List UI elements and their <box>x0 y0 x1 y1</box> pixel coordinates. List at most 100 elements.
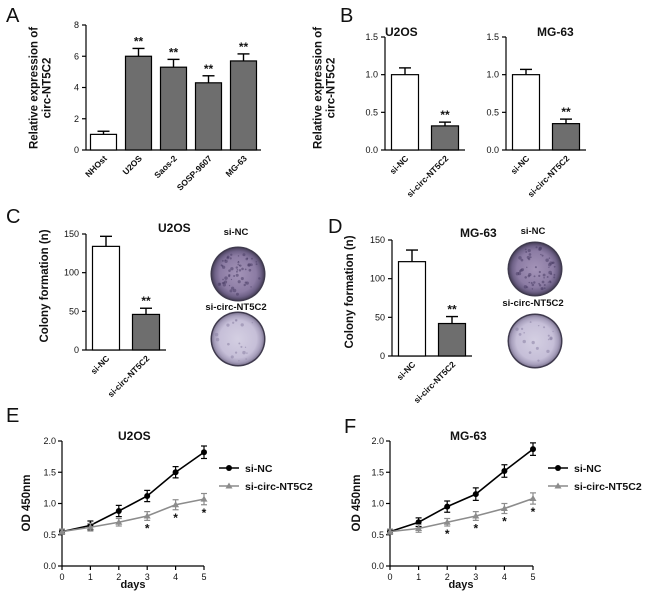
panel-e-x-tick-label: 2 <box>116 572 121 582</box>
panel-c-dish-si-circ-colony <box>240 345 243 348</box>
panel-d-title: MG-63 <box>460 226 497 240</box>
panel-b1-y-tick-label: 1.5 <box>365 32 378 42</box>
panel-c-dish-si-nc-colony <box>220 264 223 267</box>
panel-d-dish-si-nc-colony <box>524 276 527 279</box>
panel-d-dish-si-circ-colony <box>546 349 550 354</box>
panel-f-sig-label: * <box>445 527 450 541</box>
panel-c-dish-si-nc-colony <box>226 255 230 259</box>
panel-c-dish-si-nc-colony <box>240 277 244 281</box>
panel-f-legend-label-2: si-circ-NT5C2 <box>574 481 642 493</box>
panel-d-dish-si-nc-colony <box>548 257 551 260</box>
panel-d-bar-1 <box>397 261 427 357</box>
panel-c-dish-si-nc-colony <box>236 269 239 271</box>
panel-c-dish-si-nc-colony <box>258 277 261 280</box>
panel-d-dish-si-nc-colony <box>526 255 530 260</box>
panel-c-dish-si-circ-colony <box>230 355 234 359</box>
panel-e-x-label: days <box>120 579 145 591</box>
panel-f-series-1-point <box>444 503 451 510</box>
panel-c-dish-si-nc-colony <box>238 269 242 272</box>
panel-d-dish-si-circ-colony <box>523 331 525 334</box>
panel-d-category-label: si-circ-NT5C2 <box>412 359 458 405</box>
panel-f-y-tick-label: 2.0 <box>371 436 384 446</box>
panel-d-dish-si-circ-colony <box>522 339 526 344</box>
panel-d-dish-si-nc-colony <box>531 283 535 287</box>
panel-d-dish-si-nc-colony <box>553 276 556 279</box>
panel-e-letter: E <box>6 405 19 427</box>
panel-d-dish-si-circ-colony <box>518 332 522 336</box>
panel-c-dish-si-nc-colony <box>244 281 247 284</box>
panel-d-dish-si-nc-colony <box>529 256 532 259</box>
panel-d-dish-si-nc-colony <box>549 281 552 284</box>
panel-c-dish-si-nc-colony <box>222 278 224 281</box>
panel-c-dish-si-circ-colony <box>245 358 247 360</box>
panel-d-dish-si-nc-colony <box>541 288 543 290</box>
panel-b1-category-label: si-NC <box>388 153 411 176</box>
panel-f-x-tick-label: 0 <box>387 572 392 582</box>
panel-c-dish-si-circ-colony <box>215 337 220 342</box>
panel-c-dish-si-circ-colony <box>234 351 238 354</box>
panel-f-sig-label: * <box>473 521 478 535</box>
panel-e-x-tick-label: 1 <box>88 572 93 582</box>
panel-c-dish-si-nc-colony <box>237 280 241 284</box>
panel-f-legend-marker-2 <box>554 482 562 489</box>
panel-c-dish-si-nc-colony <box>250 286 252 288</box>
panel-d-dish-si-nc-colony <box>538 284 542 287</box>
panel-d-category-label: si-NC <box>395 359 418 382</box>
panel-e-series-2-point <box>143 512 151 519</box>
panel-b2-category-label: si-circ-NT5C2 <box>526 153 572 199</box>
panel-b1-bar-1 <box>390 74 420 151</box>
panel-d-dish-si-nc-colony <box>538 282 540 285</box>
panel-c-bar-1 <box>91 245 121 351</box>
panel-c-dish-si-nc-colony <box>250 263 253 267</box>
panel-f-series-1-point <box>415 519 422 526</box>
panel-d-dish-si-nc-colony <box>527 249 531 253</box>
panel-c-letter: C <box>6 206 20 228</box>
panel-b1-title: U2OS <box>385 25 418 39</box>
panel-d-dish-si-nc-colony <box>525 250 528 253</box>
panel-d-dish-si-nc-colony <box>526 266 528 269</box>
panel-c-dish-si-nc-colony <box>250 257 253 260</box>
panel-a-category-label: SOSP-9607 <box>175 153 214 192</box>
panel-a-bar-4 <box>194 82 223 151</box>
panel-e-legend-label-1: si-NC <box>245 463 273 475</box>
panel-e-series-1-point <box>172 469 179 476</box>
panel-c-dish-si-nc-colony <box>228 284 231 287</box>
panel-d-dish-si-nc-colony <box>526 286 529 289</box>
panel-d-dish-si-nc-colony <box>548 263 552 267</box>
panel-f-series-1-point <box>530 446 536 453</box>
panel-d-dish-si-nc-colony <box>539 246 542 250</box>
panel-c-dish-si-nc-colony <box>241 267 244 271</box>
panel-c-dish-si-nc-colony <box>233 274 236 278</box>
panel-a-category-label: Saos-2 <box>152 153 179 180</box>
panel-f-sig-label: * <box>531 505 536 519</box>
panel-c-dish-si-nc-colony <box>222 283 226 287</box>
panel-d-dish-si-nc <box>509 243 561 295</box>
panel-d-dish-si-nc-colony <box>541 280 545 284</box>
panel-c-dish-si-circ-colony <box>246 352 248 354</box>
panel-d-dish-si-nc-colony <box>548 266 550 268</box>
panel-d-y-tick-label: 100 <box>370 274 385 284</box>
panel-b2-y-tick-label: 0.0 <box>486 145 499 155</box>
panel-c-dish-si-circ-colony <box>232 321 235 324</box>
panel-d-dish-si-nc-colony <box>538 270 541 274</box>
panel-d-dish-si-nc-colony <box>545 258 549 262</box>
panel-f-x-tick-label: 5 <box>530 572 535 582</box>
panel-d-dish-si-circ-colony <box>531 340 535 345</box>
panel-e-y-label: OD 450nm <box>21 475 33 532</box>
panel-d-dish-si-nc-colony <box>543 276 545 279</box>
panel-a-y-tick-label: 8 <box>74 20 79 30</box>
panel-e-series-2-point <box>200 495 208 502</box>
panel-f-series-2-point <box>472 512 480 519</box>
panel-c-dish-si-nc-colony <box>235 292 239 296</box>
panel-b2-category-label: si-NC <box>509 153 532 176</box>
panel-d-y-tick-label: 0 <box>380 351 385 361</box>
panel-d-dish-si-nc-colony <box>538 274 541 277</box>
panel-e-series-2-point <box>86 523 94 530</box>
panel-c-sig-label: ** <box>141 294 151 308</box>
panel-d-dish-si-circ-colony <box>535 346 539 350</box>
panel-c-dish-si-nc-colony <box>235 273 239 277</box>
panel-f-letter: F <box>344 416 356 438</box>
panel-e-sig-label: * <box>202 506 207 520</box>
panel-a-category-label: MG-63 <box>223 153 249 179</box>
